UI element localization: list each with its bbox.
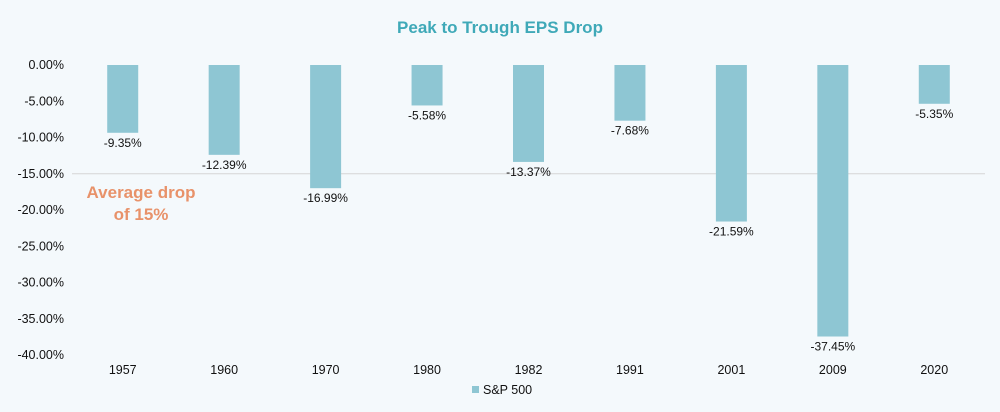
bar-1957 bbox=[107, 65, 139, 133]
bar-1982 bbox=[513, 65, 544, 162]
annotation-line-1: Average drop bbox=[87, 183, 196, 202]
x-tick-label-1970: 1970 bbox=[312, 363, 340, 377]
x-tick-label-2001: 2001 bbox=[717, 363, 745, 377]
data-label-1960: -12.39% bbox=[202, 158, 247, 172]
y-tick-label: -25.00% bbox=[17, 239, 64, 253]
legend: S&P 500 bbox=[472, 383, 532, 397]
annotation-line-2: of 15% bbox=[114, 205, 169, 224]
bar-2020 bbox=[918, 65, 950, 104]
data-label-2009: -37.45% bbox=[810, 340, 855, 354]
y-tick-label: -5.00% bbox=[24, 94, 64, 108]
data-label-2020: -5.35% bbox=[915, 107, 953, 121]
bar-1970 bbox=[310, 65, 342, 189]
bar-1991 bbox=[614, 65, 646, 121]
y-tick-label: -40.00% bbox=[17, 348, 64, 362]
y-tick-label: -20.00% bbox=[17, 203, 64, 217]
x-tick-label-1960: 1960 bbox=[210, 363, 238, 377]
x-tick-label-1982: 1982 bbox=[515, 363, 543, 377]
x-axis: 1957 1960 1970 1980 1982 1991 2001 2009 2020 bbox=[109, 363, 948, 377]
legend-swatch-sp500 bbox=[472, 386, 479, 393]
x-tick-label-1957: 1957 bbox=[109, 363, 137, 377]
y-tick-label: 0.00% bbox=[29, 58, 64, 72]
data-labels: -9.35% -12.39% -16.99% -5.58% -13.37% -7.68% -… bbox=[104, 107, 954, 354]
data-label-1980: -5.58% bbox=[408, 108, 446, 122]
data-label-2001: -21.59% bbox=[709, 225, 754, 239]
data-label-1957: -9.35% bbox=[104, 136, 142, 150]
data-label-1970: -16.99% bbox=[303, 191, 348, 205]
bars bbox=[107, 65, 950, 337]
data-label-1991: -7.68% bbox=[611, 124, 649, 138]
chart-title: Peak to Trough EPS Drop bbox=[397, 18, 603, 37]
bar-1980 bbox=[411, 65, 443, 106]
legend-label-sp500: S&P 500 bbox=[483, 383, 532, 397]
y-tick-label: -35.00% bbox=[17, 312, 64, 326]
y-tick-label: -10.00% bbox=[17, 131, 64, 145]
x-tick-label-1991: 1991 bbox=[616, 363, 644, 377]
bar-2001 bbox=[715, 65, 747, 222]
x-tick-label-2020: 2020 bbox=[920, 363, 948, 377]
x-tick-label-2009: 2009 bbox=[819, 363, 847, 377]
data-label-1982: -13.37% bbox=[506, 165, 551, 179]
y-axis: 0.00% -5.00% -10.00% -15.00% -20.00% -25.00% -… bbox=[17, 58, 64, 362]
bar-1960 bbox=[208, 65, 240, 155]
x-tick-label-1980: 1980 bbox=[413, 363, 441, 377]
y-tick-label: -30.00% bbox=[17, 276, 64, 290]
bar-2009 bbox=[817, 65, 849, 337]
y-tick-label: -15.00% bbox=[17, 167, 64, 181]
